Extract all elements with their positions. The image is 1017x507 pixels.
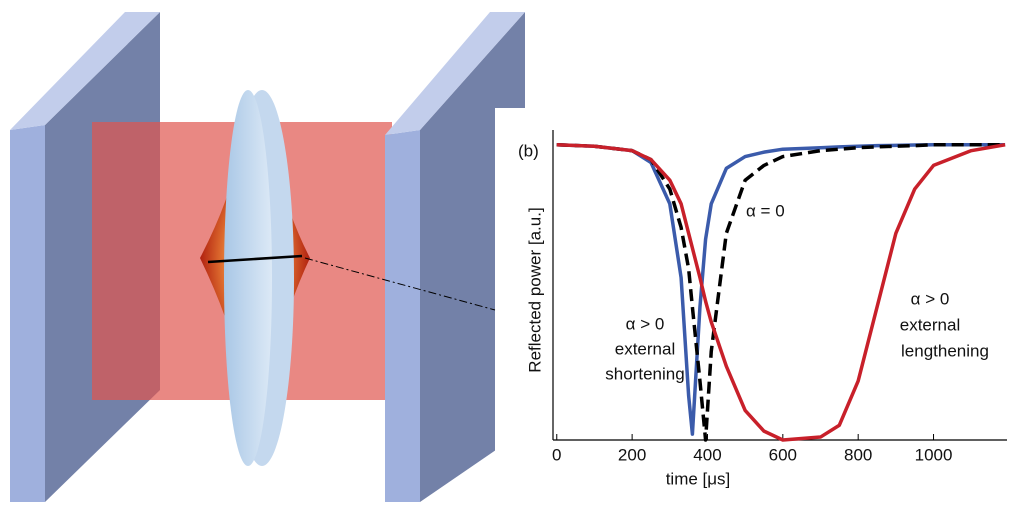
chart-panel [495, 108, 1017, 502]
right-mirror-top [385, 12, 525, 135]
series-line [556, 143, 1006, 442]
series-line [556, 143, 1006, 442]
pointer-line [304, 257, 496, 311]
left-mirror-top [10, 12, 160, 130]
left-mirror-edge [10, 125, 45, 502]
x-tick-label: 800 [844, 445, 872, 464]
x-tick-label: 200 [618, 445, 646, 464]
annotation: α > 0 [626, 314, 665, 333]
x-axis-label: time [μs] [666, 469, 731, 488]
right-mirror-edge [385, 130, 420, 502]
x-tick-label: 1000 [915, 445, 953, 464]
annotation: shortening [605, 364, 684, 383]
y-axis-label: Reflected power [a.u.] [525, 207, 544, 372]
x-tick-label: 0 [552, 445, 561, 464]
illustration [10, 12, 1017, 502]
x-tick-label: 600 [769, 445, 797, 464]
lens [224, 90, 272, 466]
panel-label: (b) [518, 141, 539, 160]
annotation: lengthening [901, 341, 989, 360]
annotation: external [615, 339, 675, 358]
annotation: α = 0 [746, 201, 785, 220]
annotation: external [900, 315, 960, 334]
x-tick-label: 400 [693, 445, 721, 464]
arrow [207, 254, 303, 264]
annotation: α > 0 [911, 289, 950, 308]
